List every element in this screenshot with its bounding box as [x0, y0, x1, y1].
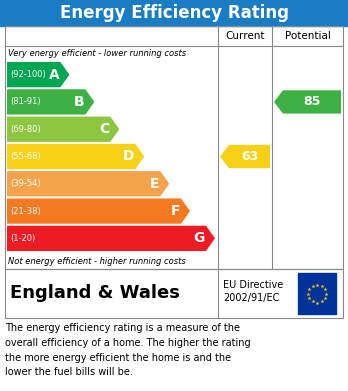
Text: A: A: [49, 68, 60, 82]
Text: (21-38): (21-38): [10, 206, 41, 215]
Text: C: C: [99, 122, 109, 136]
Polygon shape: [7, 89, 94, 115]
Text: Very energy efficient - lower running costs: Very energy efficient - lower running co…: [8, 50, 186, 59]
Text: Current: Current: [225, 31, 265, 41]
Text: D: D: [123, 149, 134, 163]
Polygon shape: [7, 198, 190, 224]
Polygon shape: [7, 171, 169, 196]
Text: F: F: [171, 204, 180, 218]
Text: 63: 63: [241, 150, 258, 163]
Text: Potential: Potential: [285, 31, 331, 41]
Bar: [5, 26, 343, 269]
Bar: [0, 0, 348, 26]
Polygon shape: [7, 144, 144, 169]
Text: B: B: [74, 95, 84, 109]
Text: Not energy efficient - higher running costs: Not energy efficient - higher running co…: [8, 256, 186, 265]
Text: EU Directive
2002/91/EC: EU Directive 2002/91/EC: [223, 280, 283, 303]
Text: (81-91): (81-91): [10, 97, 41, 106]
Text: (1-20): (1-20): [10, 234, 35, 243]
Text: The energy efficiency rating is a measure of the
overall efficiency of a home. T: The energy efficiency rating is a measur…: [5, 323, 251, 377]
Bar: [298, 273, 336, 314]
Text: G: G: [193, 231, 205, 246]
Polygon shape: [220, 145, 270, 168]
Polygon shape: [7, 117, 119, 142]
Text: (39-54): (39-54): [10, 179, 41, 188]
Text: (55-68): (55-68): [10, 152, 41, 161]
Text: Energy Efficiency Rating: Energy Efficiency Rating: [60, 4, 288, 22]
Bar: [5, 269, 343, 318]
Polygon shape: [7, 62, 69, 87]
Polygon shape: [7, 226, 215, 251]
Text: (92-100): (92-100): [10, 70, 46, 79]
Polygon shape: [274, 90, 341, 113]
Text: (69-80): (69-80): [10, 125, 41, 134]
Text: 85: 85: [303, 95, 321, 108]
Text: England & Wales: England & Wales: [10, 285, 180, 303]
Text: E: E: [150, 177, 159, 191]
